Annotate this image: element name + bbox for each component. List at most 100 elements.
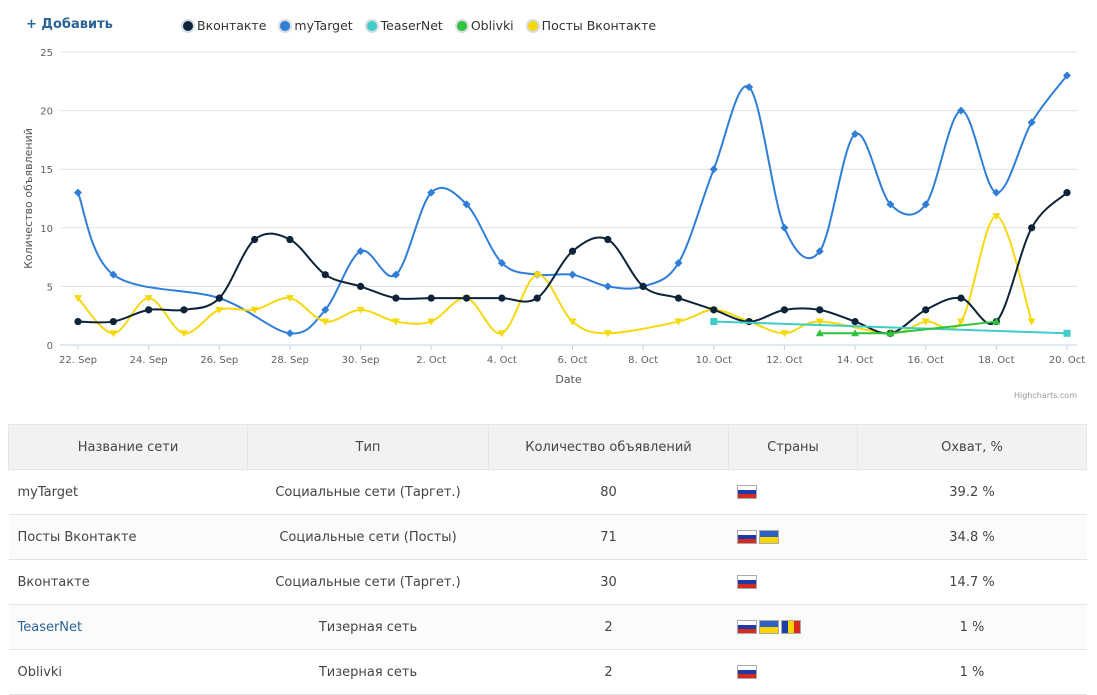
legend-item-vkontakte[interactable]: Вконтакте — [183, 18, 266, 33]
legend-label: Вконтакте — [197, 18, 267, 33]
series-вконтакте-point — [922, 306, 930, 314]
legend-label: TeaserNet — [380, 18, 443, 33]
y-tick-label: 15 — [40, 165, 53, 176]
network-type-cell: Тизерная сеть — [247, 604, 489, 650]
flag-ua-icon — [758, 620, 779, 634]
series-oblivki-point — [886, 329, 895, 337]
table-row: Посты Вконтакте Социальные сети (Посты) 71… — [8, 514, 1087, 560]
series-вконтакте-point — [109, 317, 117, 326]
ad-count-cell: 2 — [488, 604, 729, 650]
series-mytarget-point — [921, 200, 930, 209]
network-name-cell: myTarget — [8, 469, 248, 515]
table-row: Вконтакте Социальные сети (Таргет.) 30 14.7… — [8, 559, 1087, 605]
series-посты-вконтакте-point — [674, 318, 683, 326]
series-посты-вконтакте-point — [921, 318, 930, 326]
column-header-name[interactable]: Название сети — [8, 424, 248, 470]
series-вконтакте-line — [77, 191, 1068, 335]
x-tick-label: 20. Oct — [1049, 355, 1085, 366]
legend-label: Oblivki — [470, 18, 514, 33]
series-посты-вконтакте-point — [109, 330, 118, 338]
series-mytarget-point — [109, 270, 118, 279]
column-header-count[interactable]: Количество объявлений — [488, 424, 729, 470]
flag-ru-icon — [736, 485, 757, 499]
flag-md-icon — [780, 620, 801, 634]
series-mytarget-point — [886, 200, 895, 209]
x-tick-label: 16. Oct — [908, 355, 944, 366]
series-посты-вконтакте-point — [780, 330, 789, 338]
x-tick-label: 12. Oct — [766, 355, 802, 366]
legend-oblivki-icon — [456, 20, 467, 31]
network-type-cell: Социальные сети (Таргет.) — [247, 469, 489, 515]
series-посты-вконтакте-point — [533, 271, 542, 279]
legend-posts-vkontakte-icon — [527, 20, 538, 31]
reach-cell: 14.7 % — [857, 559, 1087, 605]
series-посты-вконтакте-point — [815, 318, 824, 326]
flag-ru-icon — [736, 530, 757, 544]
legend-item-oblivki[interactable]: Oblivki — [456, 18, 514, 33]
network-type-cell: Тизерная сеть — [247, 649, 489, 695]
series-mytarget-point — [992, 188, 1001, 197]
series-вконтакте-point — [957, 294, 965, 302]
series-вконтакте-point — [356, 282, 365, 290]
series-вконтакте-point — [639, 282, 647, 290]
legend-label: Посты Вконтакте — [541, 18, 657, 33]
column-header-countries[interactable]: Страны — [728, 424, 858, 470]
series-oblivki-line — [819, 320, 997, 335]
y-tick-label: 25 — [40, 48, 53, 59]
series-mytarget-line — [77, 74, 1068, 335]
series-mytarget-point — [391, 270, 400, 279]
column-header-type[interactable]: Тип — [247, 424, 489, 470]
series-mytarget-point — [1063, 71, 1071, 80]
series-посты-вконтакте-point — [321, 318, 330, 326]
series-вконтакте-point — [568, 247, 577, 255]
countries-cell — [728, 649, 858, 695]
series-teasernet-line — [713, 320, 1068, 335]
ad-count-cell: 71 — [488, 514, 729, 560]
legend-item-teasernet[interactable]: TeaserNet — [366, 18, 443, 33]
legend-mytarget-icon — [280, 20, 291, 31]
x-tick-label: 6. Oct — [557, 355, 587, 366]
series-mytarget-point — [603, 282, 612, 291]
legend-item-posts-vkontakte[interactable]: Посты Вконтакте — [527, 18, 657, 33]
series-вконтакте-point — [745, 317, 753, 326]
networks-table: Название сети Тип Количество объявлений … — [8, 424, 1087, 695]
series-mytarget-point — [780, 223, 789, 232]
legend-item-mytarget[interactable]: myTarget — [280, 18, 353, 33]
series-посты-вконтакте-point — [285, 295, 294, 303]
series-вконтакте-point — [286, 235, 294, 244]
series-вконтакте-point — [1063, 189, 1071, 197]
ad-count-cell: 30 — [488, 559, 729, 605]
y-tick-label: 5 — [47, 282, 53, 293]
x-tick-label: 22. Sep — [59, 355, 97, 366]
legend-vkontakte-icon — [183, 20, 193, 31]
series-вконтакте-point — [604, 235, 612, 244]
x-tick-label: 24. Sep — [130, 355, 168, 366]
column-header-reach[interactable]: Охват, % — [857, 424, 1087, 470]
flag-ru-icon — [736, 620, 757, 634]
series-вконтакте-point — [674, 294, 683, 302]
countries-cell — [728, 469, 858, 515]
credits-link[interactable]: Highcharts.com — [1014, 391, 1077, 400]
series-вконтакте-point — [462, 294, 471, 302]
network-name-cell[interactable]: TeaserNet — [8, 604, 248, 650]
series-вконтакте-point — [710, 306, 718, 314]
series-посты-вконтакте-point — [391, 318, 400, 326]
network-name-cell: Посты Вконтакте — [8, 514, 248, 560]
table-row: TeaserNet Тизерная сеть 2 1 % — [8, 604, 1087, 650]
series-посты-вконтакте-point — [74, 295, 82, 303]
series-mytarget-point — [957, 106, 966, 115]
series-mytarget-point — [851, 130, 860, 139]
series-посты-вконтакте-point — [250, 306, 259, 314]
series-oblivki-point — [851, 329, 860, 337]
series-посты-вконтакте-point — [427, 318, 436, 326]
series-посты-вконтакте-point — [215, 306, 224, 314]
y-tick-label: 10 — [40, 224, 53, 235]
series-вконтакте-point — [251, 235, 259, 244]
add-button[interactable]: + Добавить — [26, 17, 113, 32]
series-mytarget-point — [709, 165, 718, 174]
x-tick-label: 30. Sep — [342, 355, 380, 366]
series-вконтакте-point — [533, 294, 541, 302]
series-teasernet-point — [710, 318, 718, 326]
series-вконтакте-point — [780, 306, 789, 314]
reach-cell: 34.8 % — [857, 514, 1087, 560]
